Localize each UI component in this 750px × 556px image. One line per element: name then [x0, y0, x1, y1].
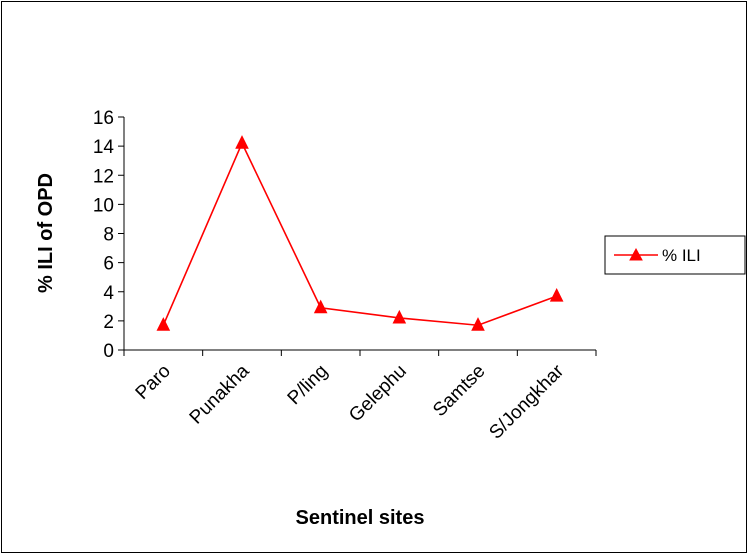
x-tick-label: P/ling [284, 361, 332, 409]
x-tick-label: Samtse [429, 361, 489, 421]
data-point [313, 299, 328, 314]
y-tick-label: 4 [103, 283, 114, 304]
y-tick-label: 0 [103, 341, 114, 362]
x-tick-label: Gelephu [345, 361, 411, 427]
y-tick-label: 10 [93, 195, 114, 216]
data-point [392, 309, 407, 324]
y-axis-title: % ILI of OPD [35, 173, 57, 293]
legend: % ILI [604, 235, 746, 275]
data-point [549, 288, 564, 302]
legend-marker [629, 247, 643, 261]
y-tick-label: 8 [103, 225, 114, 246]
series-line [162, 141, 557, 327]
y-tick-label: 14 [93, 137, 115, 158]
data-point [471, 317, 485, 331]
data-point [156, 317, 171, 331]
x-axis-title: Sentinel sites [296, 507, 425, 529]
y-tick-label: 12 [93, 166, 114, 187]
y-tick-label: 16 [93, 108, 114, 129]
series-layer [156, 135, 564, 331]
x-tick-label: Paro [132, 361, 175, 404]
data-point [235, 135, 249, 149]
x-tick-label: Punakha [186, 360, 254, 428]
legend-label: % ILI [662, 246, 701, 265]
y-tick-label: 2 [103, 312, 114, 333]
x-tick-label: S/Jongkhar [485, 360, 568, 443]
y-axis: 0 2 4 6 8 10 12 14 16 [93, 108, 125, 362]
y-tick-label: 6 [103, 254, 114, 275]
